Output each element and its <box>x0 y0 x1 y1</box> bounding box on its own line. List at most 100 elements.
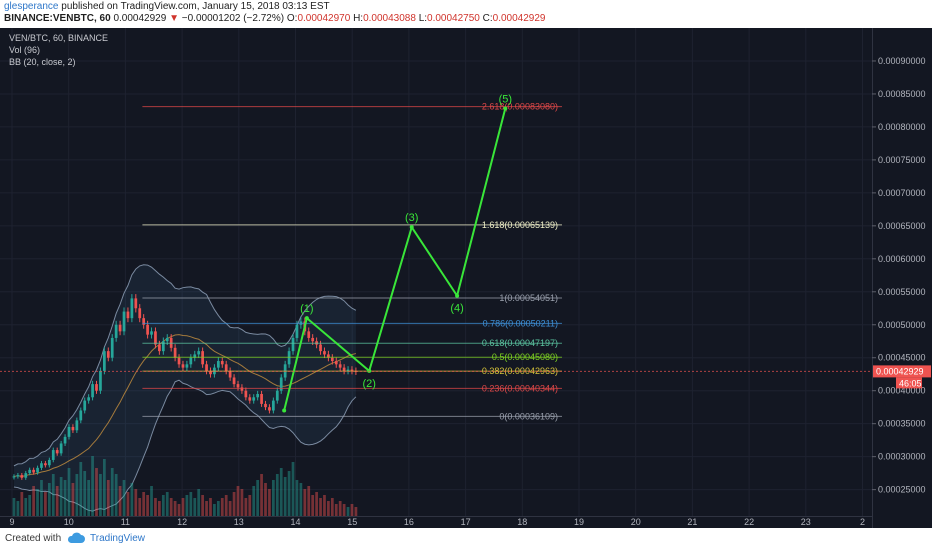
close-value: 0.00042929 <box>492 13 546 24</box>
candle-body <box>114 324 118 338</box>
candle-body <box>79 410 83 421</box>
volume-bar <box>201 495 204 516</box>
candle-body <box>236 384 240 388</box>
candle-body <box>51 450 55 460</box>
candle-body <box>44 463 47 466</box>
candle-body <box>24 473 28 478</box>
volume-bar <box>169 498 173 516</box>
candle-body <box>158 344 161 352</box>
candle-body <box>59 443 63 454</box>
volume-bar <box>279 468 283 516</box>
volume-bar <box>158 501 161 516</box>
candle-body <box>83 400 87 411</box>
x-tick-label: 18 <box>517 517 527 527</box>
volume-bar <box>79 462 83 516</box>
volume-bar <box>165 492 169 516</box>
price-axis-bg <box>872 28 932 528</box>
volume-bar <box>228 501 232 516</box>
volume-bar <box>146 495 149 516</box>
countdown-text: 46:05 <box>899 378 922 388</box>
volume-bar <box>315 492 318 516</box>
volume-bar <box>24 498 28 516</box>
volume-bar <box>216 501 220 516</box>
volume-bar <box>209 498 212 516</box>
created-with-text: Created with <box>5 533 62 544</box>
x-tick-label: 21 <box>687 517 697 527</box>
candle-body <box>287 351 291 365</box>
candle-body <box>110 337 114 358</box>
fib-level-label: 0.382(0.00042963) <box>482 366 558 376</box>
wave-label: (1) <box>300 303 313 315</box>
volume-bar <box>323 495 326 516</box>
close-label: C: <box>482 13 493 24</box>
candle-body <box>40 463 43 468</box>
volume-bar <box>240 489 244 516</box>
candle-body <box>181 364 185 368</box>
candle-body <box>197 351 201 355</box>
symbol-label: BINANCE:VENBTC, 60 <box>4 13 111 24</box>
candle-body <box>118 324 122 332</box>
volume-bar <box>295 480 299 516</box>
candle-body <box>272 400 275 411</box>
volume-bar <box>224 495 228 516</box>
change-value: −0.00001202 (−2.72%) <box>181 13 285 24</box>
volume-bar <box>32 486 35 516</box>
wave-label: (2) <box>362 378 375 390</box>
x-tick-label: 10 <box>64 517 74 527</box>
volume-bar <box>311 495 315 516</box>
y-tick-label: 0.00060000 <box>878 254 926 264</box>
chart-area[interactable]: 2.618(0.00083080) 1.618(0.00065139) 1(0.00… <box>0 28 932 528</box>
x-tick-label: 14 <box>290 517 300 527</box>
fib-level-label: 0.5(0.00045080) <box>492 352 558 362</box>
candle-body <box>87 397 91 401</box>
author-link[interactable]: glesperance <box>4 1 59 12</box>
x-tick-label: 23 <box>801 517 811 527</box>
candle-body <box>209 370 212 375</box>
volume-bar <box>114 474 118 516</box>
candle-body <box>75 420 79 431</box>
down-arrow-icon: ▼ <box>169 13 179 24</box>
volume-bar <box>193 498 197 516</box>
fib-level-label: 1(0.00054051) <box>499 293 558 303</box>
candle-body <box>55 450 59 454</box>
volume-bar <box>40 480 43 516</box>
volume-bar <box>44 492 47 516</box>
y-tick-label: 0.00040000 <box>878 386 926 396</box>
candle-body <box>323 351 326 355</box>
x-tick-label: 22 <box>744 517 754 527</box>
candle-body <box>268 407 271 411</box>
volume-bar <box>268 489 271 516</box>
candle-body <box>232 377 236 385</box>
volume-bar <box>47 483 51 516</box>
current-price-text: 0.00042929 <box>876 366 924 376</box>
candle-body <box>12 476 16 478</box>
candle-body <box>189 357 193 365</box>
candle-body <box>165 337 169 342</box>
tradingview-link[interactable]: TradingView <box>90 533 146 544</box>
volume-bar <box>338 501 342 516</box>
y-tick-label: 0.00065000 <box>878 221 926 231</box>
volume-bar <box>244 498 248 516</box>
candle-body <box>150 331 153 335</box>
candle-body <box>95 384 98 391</box>
volume-bar <box>272 480 275 516</box>
elliott-wave-line <box>283 108 507 411</box>
wave-point <box>409 225 414 230</box>
volume-bar <box>16 501 20 516</box>
candle-body <box>193 354 197 358</box>
x-tick-label: 13 <box>234 517 244 527</box>
publish-header: glesperance published on TradingView.com… <box>0 0 932 28</box>
chart-svg[interactable]: 2.618(0.00083080) 1.618(0.00065139) 1(0.00… <box>0 28 932 528</box>
candle-body <box>122 311 126 332</box>
candle-body <box>63 436 67 444</box>
volume-bar <box>177 504 181 516</box>
last-price: 0.00042929 <box>113 13 167 24</box>
candle-body <box>201 351 204 365</box>
low-value: 0.00042750 <box>427 13 480 24</box>
fib-level-label: 0.786(0.00050211) <box>483 318 558 328</box>
candle-body <box>67 426 71 437</box>
x-tick-label: 19 <box>574 517 584 527</box>
candle-body <box>71 426 75 431</box>
candle-body <box>36 467 39 473</box>
x-tick-label: 16 <box>404 517 414 527</box>
